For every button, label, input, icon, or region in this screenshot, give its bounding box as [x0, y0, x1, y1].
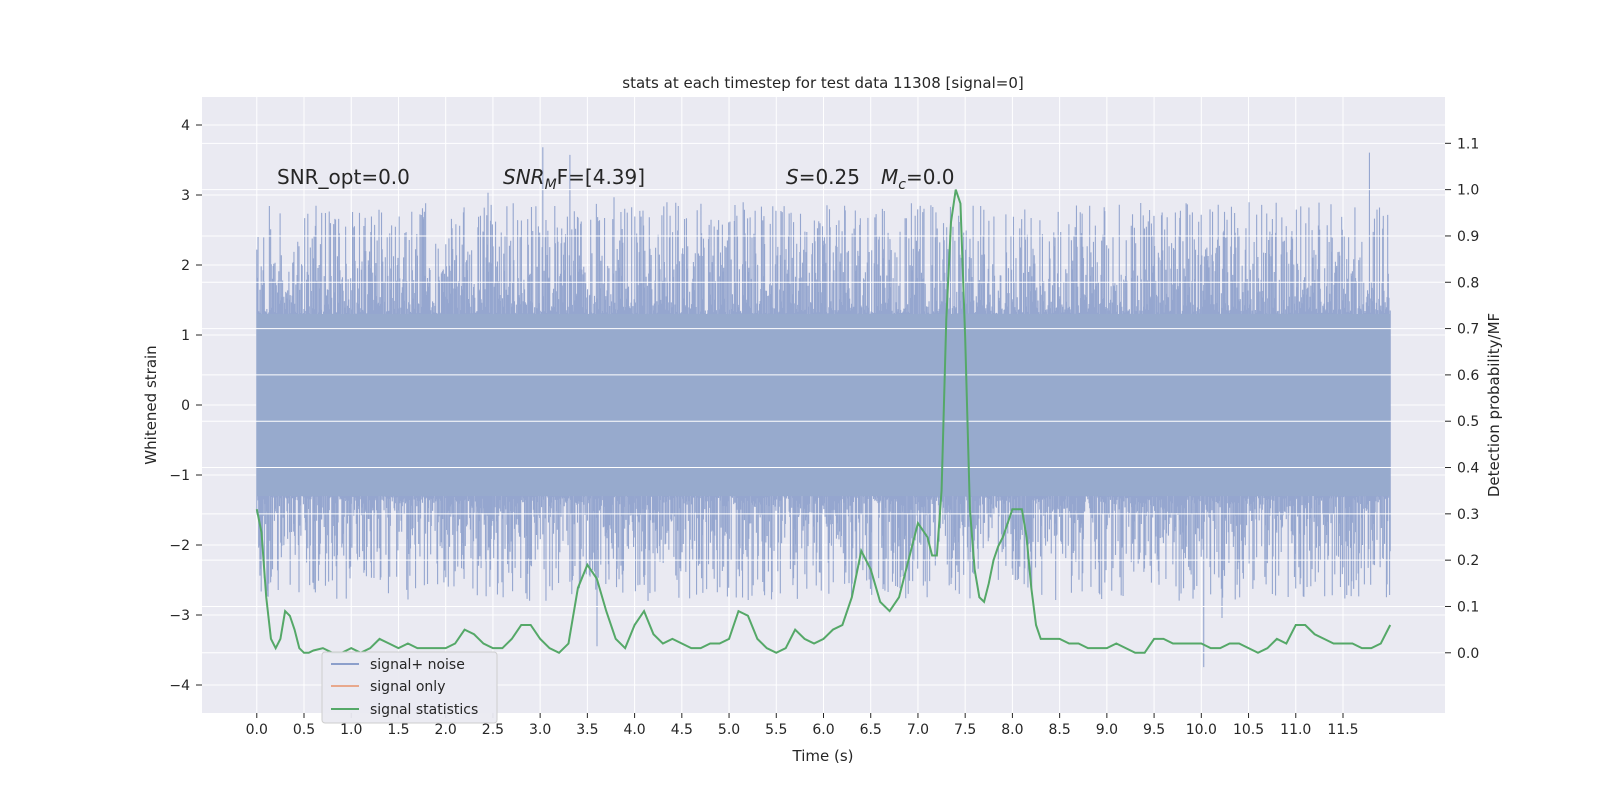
y2-axis-ticks: 1.1 1.0 0.9 0.8 0.7 0.6 0.5 0.4 0.3 0.2 0.1 0.0 — [1445, 136, 1479, 662]
annotation-s: S=0.25 — [786, 165, 860, 189]
y2-tick-label: 0.9 — [1457, 229, 1479, 245]
y2-tick-label: 0.7 — [1457, 322, 1479, 338]
series-signal-plus-noise-band — [256, 314, 1391, 496]
annotation-snr-opt: SNR_opt=0.0 — [277, 165, 410, 189]
annotation-mc-main: M — [881, 165, 898, 189]
x-axis-label: Time (s) — [792, 747, 854, 765]
y-tick-label: −1 — [169, 468, 190, 484]
legend-box — [321, 651, 498, 724]
x-tick-label: 4.0 — [623, 722, 645, 738]
series-signal-statistics-line — [255, 189, 1392, 654]
y-tick-label: −3 — [169, 608, 190, 624]
x-tick-label: 1.5 — [387, 722, 409, 738]
y-tick-label: 4 — [181, 118, 190, 134]
x-tick-label: 6.0 — [812, 722, 834, 738]
annotation-mc-sub: c — [898, 177, 906, 193]
x-tick-label: 8.5 — [1048, 722, 1070, 738]
x-tick-label: 3.0 — [529, 722, 551, 738]
y2-tick-label: 0.5 — [1457, 414, 1479, 430]
y-axis-ticks: 4 3 2 1 0 −1 −2 −3 −4 — [169, 118, 202, 694]
x-tick-label: 6.5 — [860, 722, 882, 738]
x-tick-label: 5.5 — [765, 722, 787, 738]
annotation-s-rest: =0.25 — [799, 165, 860, 189]
x-tick-label: 0.5 — [293, 722, 315, 738]
y-axis-label: Whitened strain — [142, 345, 160, 464]
y2-tick-label: 0.1 — [1457, 599, 1479, 615]
annotation-snr-mf-main: SNR — [503, 165, 545, 189]
x-tick-label: 3.5 — [576, 722, 598, 738]
y-tick-label: 0 — [181, 398, 190, 414]
y2-tick-label: 0.8 — [1457, 275, 1479, 291]
x-tick-label: 10.5 — [1233, 722, 1264, 738]
legend: signal+ noise signal only signal statist… — [321, 651, 498, 724]
y-tick-label: −2 — [169, 538, 190, 554]
y-tick-label: 3 — [181, 188, 190, 204]
x-tick-label: 11.5 — [1327, 722, 1358, 738]
x-tick-label: 2.5 — [482, 722, 504, 738]
y-tick-label: 2 — [181, 258, 190, 274]
x-tick-label: 8.0 — [1001, 722, 1023, 738]
annotation-snr-mf: SNRMF=[4.39] — [503, 165, 645, 193]
y2-tick-label: 0.2 — [1457, 553, 1479, 569]
y2-tick-label: 0.3 — [1457, 507, 1479, 523]
x-tick-label: 4.5 — [671, 722, 693, 738]
x-tick-label: 9.5 — [1143, 722, 1165, 738]
chart-title: stats at each timestep for test data 113… — [622, 74, 1023, 92]
y-tick-label: −4 — [169, 678, 190, 694]
x-tick-label: 5.0 — [718, 722, 740, 738]
x-tick-label: 7.0 — [907, 722, 929, 738]
x-tick-label: 11.0 — [1280, 722, 1311, 738]
x-tick-label: 2.0 — [435, 722, 457, 738]
y2-tick-label: 0.0 — [1457, 646, 1479, 662]
x-tick-label: 0.0 — [246, 722, 268, 738]
annotation-snr-mf-sub: M — [545, 177, 557, 193]
legend-label-signal-statistics: signal statistics — [370, 702, 478, 718]
y2-tick-label: 1.1 — [1457, 136, 1479, 152]
plot-content — [202, 142, 1445, 668]
x-tick-label: 1.0 — [340, 722, 362, 738]
y2-axis-label: Detection probability/MF — [1485, 313, 1503, 497]
annotation-s-main: S — [786, 165, 799, 189]
legend-label-signal-plus-noise: signal+ noise — [370, 657, 465, 673]
x-tick-label: 9.0 — [1096, 722, 1118, 738]
x-tick-label: 10.0 — [1186, 722, 1217, 738]
annotation-mc-rest: =0.0 — [906, 165, 955, 189]
x-axis-ticks: 0.0 0.5 1.0 1.5 2.0 2.5 3.0 3.5 4.0 4.5 5.0 5.5 6.0 6… — [246, 713, 1359, 738]
legend-label-signal-only: signal only — [370, 679, 445, 695]
y2-tick-label: 1.0 — [1457, 183, 1479, 199]
y-tick-label: 1 — [181, 328, 190, 344]
y2-tick-label: 0.6 — [1457, 368, 1479, 384]
y2-tick-label: 0.4 — [1457, 461, 1479, 477]
x-tick-label: 7.5 — [954, 722, 976, 738]
annotation-snr-mf-rest: F=[4.39] — [557, 165, 645, 189]
annotation-mc: Mc=0.0 — [881, 165, 955, 193]
